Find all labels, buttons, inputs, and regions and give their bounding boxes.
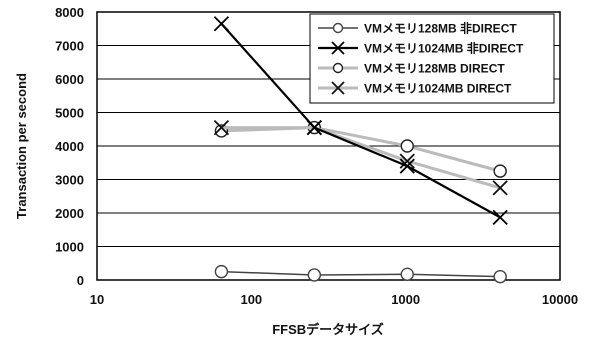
legend-label: VMメモリ128MB 非DIRECT <box>364 21 517 36</box>
y-tick-label: 4000 <box>55 139 84 154</box>
data-point-circle <box>307 268 322 282</box>
data-point-circle <box>400 139 414 153</box>
data-point-cross <box>213 16 230 32</box>
cross-stroke <box>399 158 415 174</box>
data-point-circle <box>332 22 344 34</box>
data-point-circle <box>493 269 507 284</box>
series-line <box>221 126 501 173</box>
series-line <box>221 270 501 278</box>
data-point-circle <box>332 62 344 74</box>
cross-stroke <box>213 119 230 136</box>
data-point-circle <box>493 164 507 178</box>
data-point-cross <box>492 209 508 225</box>
y-tick-label: 1000 <box>55 240 84 255</box>
y-axis-title: Transaction per second <box>14 73 29 219</box>
data-point-cross <box>399 158 415 174</box>
series-line <box>220 22 501 219</box>
y-tick-label: 8000 <box>55 5 84 20</box>
x-tick-label: 100 <box>240 292 262 307</box>
x-tick-label: 10000 <box>542 292 578 307</box>
legend-label: VMメモリ1024MB 非DIRECT <box>364 41 524 56</box>
y-tick-label: 2000 <box>55 206 84 221</box>
cross-stroke <box>492 180 508 196</box>
y-tick-label: 0 <box>77 273 84 288</box>
series-layer <box>213 16 508 284</box>
cross-stroke <box>492 209 508 225</box>
series-2 <box>213 16 508 225</box>
legend-item-2: VMメモリ1024MB 非DIRECT <box>318 41 524 56</box>
cross-stroke <box>213 16 230 32</box>
legend-item-1: VMメモリ128MB 非DIRECT <box>318 21 517 36</box>
series-1 <box>214 264 507 284</box>
x-tick-label: 1000 <box>391 292 420 307</box>
x-axis-title: FFSBデータサイズ <box>272 322 384 337</box>
data-point-circle <box>400 267 414 282</box>
y-axis-ticks: 0 1000 2000 3000 4000 5000 6000 7000 8000 <box>55 5 84 288</box>
y-tick-label: 5000 <box>55 106 84 121</box>
data-point-circle <box>214 264 229 279</box>
data-point-cross <box>399 153 415 169</box>
data-point-cross <box>331 41 345 55</box>
legend: VMメモリ128MB 非DIRECT VMメモリ1024MB 非DIRECT VMメ… <box>309 13 555 104</box>
cross-stroke <box>399 153 415 169</box>
series-3 <box>214 120 507 178</box>
cross-stroke <box>306 119 322 136</box>
legend-item-4: VMメモリ1024MB DIRECT <box>318 81 512 96</box>
y-tick-label: 3000 <box>55 173 84 188</box>
legend-item-3: VMメモリ128MB DIRECT <box>318 62 505 76</box>
series-line <box>221 126 501 190</box>
y-tick-label: 7000 <box>55 39 84 54</box>
data-point-cross <box>492 180 508 196</box>
data-point-cross <box>306 119 322 136</box>
legend-label: VMメモリ1024MB DIRECT <box>364 82 512 96</box>
y-tick-label: 6000 <box>55 72 84 87</box>
x-axis-ticks: 10 100 1000 10000 <box>90 292 578 307</box>
x-tick-label: 10 <box>90 292 104 307</box>
data-point-cross <box>213 119 230 136</box>
legend-label: VMメモリ128MB DIRECT <box>364 62 505 76</box>
data-point-cross <box>331 81 345 95</box>
cross-stroke <box>331 41 345 55</box>
cross-stroke <box>331 81 345 95</box>
